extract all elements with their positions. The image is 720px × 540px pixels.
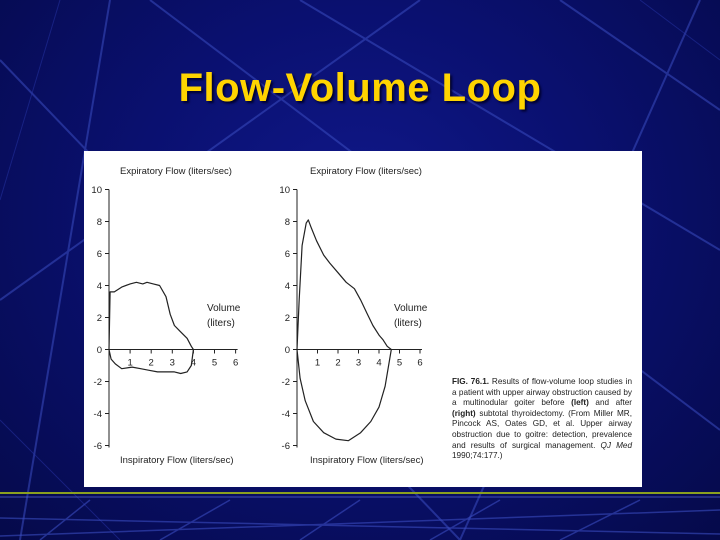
chart-left-series-expiratory: [108, 281, 194, 350]
chart-left-ytick-label: 10: [91, 185, 102, 196]
chart-right-ytick-label: -4: [282, 409, 290, 420]
chart-left-ytick-label: 2: [97, 313, 102, 324]
caption-text-3: subtotal thyroidectomy. (From Miller MR,…: [452, 408, 632, 450]
chart-left-xlabel-line2: (liters): [207, 318, 235, 329]
caption-text-2: and after: [588, 398, 633, 408]
chart-right-xtick-label: 1: [315, 358, 320, 369]
caption-right-word: (right): [452, 408, 476, 418]
caption-text-1: Results of flow-volume loop studies in a…: [452, 377, 632, 408]
figure-panel: Expiratory Flow (liters/sec) Inspiratory…: [84, 151, 642, 487]
chart-left-ytick-label: -2: [94, 377, 102, 388]
chart-left-ytick-label: 6: [97, 249, 102, 260]
chart-left-ytick-label: -6: [94, 441, 102, 452]
flow-volume-charts: Expiratory Flow (liters/sec) Inspiratory…: [91, 166, 427, 466]
chart-right-xtick-label: 3: [356, 358, 361, 369]
chart-left-xtick-label: 2: [149, 358, 154, 369]
chart-left-series-inspiratory: [108, 349, 194, 375]
chart-right-xtick-label: 4: [376, 358, 381, 369]
chart-left-xtick-label: 3: [170, 358, 175, 369]
chart-right-ytick-label: -6: [282, 441, 290, 452]
chart-right-series-inspiratory: [296, 349, 392, 442]
caption-text-4: 1990;74:177.): [452, 451, 503, 461]
chart-right: Expiratory Flow (liters/sec) Inspiratory…: [279, 166, 427, 466]
chart-right-xtick-label: 6: [417, 358, 422, 369]
chart-right-ytick-label: 0: [285, 345, 290, 356]
chart-left-xtick-label: 4: [191, 358, 196, 369]
figure-caption: FIG. 76.1. Results of flow-volume loop s…: [452, 377, 632, 462]
chart-right-xtick-label: 2: [335, 358, 340, 369]
caption-journal: QJ Med: [600, 440, 632, 450]
chart-left-top-label: Expiratory Flow (liters/sec): [120, 166, 232, 177]
chart-right-ytick-label: 6: [285, 249, 290, 260]
caption-fig-label: FIG. 76.1.: [452, 377, 490, 386]
chart-left: Expiratory Flow (liters/sec) Inspiratory…: [91, 166, 240, 466]
chart-right-xlabel-line2: (liters): [394, 318, 422, 329]
chart-left-ytick-label: 4: [97, 281, 102, 292]
chart-left-xtick-label: 1: [127, 358, 132, 369]
chart-left-xtick-label: 5: [212, 358, 217, 369]
chart-left-xlabel-line1: Volume: [207, 303, 241, 314]
chart-right-top-label: Expiratory Flow (liters/sec): [310, 166, 422, 177]
caption-left-word: (left): [571, 398, 589, 408]
chart-right-xtick-label: 5: [397, 358, 402, 369]
chart-right-ytick-label: 2: [285, 313, 290, 324]
chart-right-ytick-label: 8: [285, 217, 290, 228]
chart-left-ytick-label: -4: [94, 409, 102, 420]
chart-right-ytick-label: 10: [279, 185, 290, 196]
slide-title: Flow-Volume Loop: [178, 66, 542, 110]
chart-right-series-expiratory: [296, 219, 392, 350]
chart-left-xtick-label: 6: [233, 358, 238, 369]
chart-left-ytick-label: 0: [97, 345, 102, 356]
chart-right-bottom-label: Inspiratory Flow (liters/sec): [310, 455, 424, 466]
chart-left-ytick-label: 8: [97, 217, 102, 228]
bottom-decoration: [0, 492, 720, 540]
chart-right-ytick-label: 4: [285, 281, 290, 292]
chart-left-bottom-label: Inspiratory Flow (liters/sec): [120, 455, 234, 466]
chart-right-ytick-label: -2: [282, 377, 290, 388]
chart-right-xlabel-line1: Volume: [394, 303, 428, 314]
